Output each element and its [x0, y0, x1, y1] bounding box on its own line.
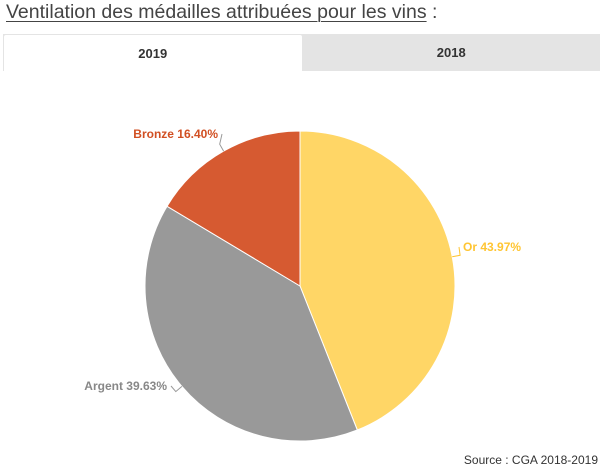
page-title: Ventilation des médailles attribuées pou… — [6, 1, 427, 23]
leader-line-argent — [170, 385, 183, 393]
data-label-or: Or 43.97% — [463, 240, 521, 254]
pie-slice-bronze[interactable] — [166, 130, 301, 287]
title-row: Ventilation des médailles attribuées pou… — [6, 1, 437, 27]
tab-2019[interactable]: 2019 — [3, 34, 303, 71]
data-label-argent: Argent 39.63% — [84, 379, 167, 393]
source-note: Source : CGA 2018-2019 — [463, 453, 598, 467]
year-tabs: 2019 2018 — [3, 34, 600, 71]
tab-2018[interactable]: 2018 — [436, 45, 466, 60]
title-colon: : — [426, 1, 438, 23]
data-label-bronze: Bronze 16.40% — [133, 127, 218, 141]
leader-line-or — [452, 246, 461, 258]
leader-line-bronze — [219, 133, 225, 152]
